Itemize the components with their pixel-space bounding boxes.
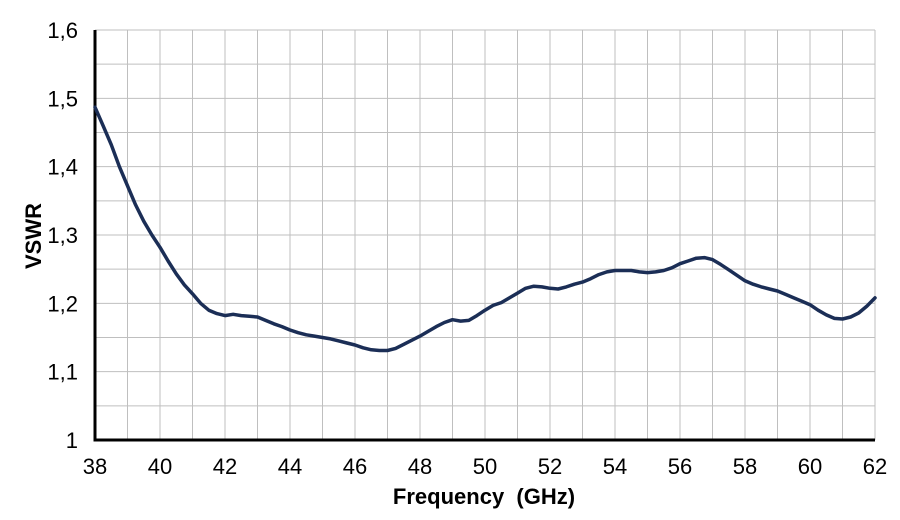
- y-axis-title: VSWR: [21, 203, 46, 269]
- x-tick-label: 38: [83, 454, 107, 479]
- y-tick-label: 1,5: [47, 86, 78, 111]
- x-axis-title: Frequency (GHz): [392, 484, 576, 509]
- x-tick-label: 48: [408, 454, 432, 479]
- y-tick-label: 1: [66, 428, 78, 453]
- vswr-series-line: [93, 105, 877, 353]
- x-tick-label: 44: [278, 454, 302, 479]
- x-tick-label: 60: [798, 454, 822, 479]
- x-tick-label: 40: [148, 454, 172, 479]
- x-tick-label: 54: [603, 454, 627, 479]
- y-tick-label: 1,4: [47, 155, 78, 180]
- x-tick-label: 58: [733, 454, 757, 479]
- y-tick-label: 1,3: [47, 223, 78, 248]
- y-tick-label: 1,2: [47, 291, 78, 316]
- x-tick-label: 56: [668, 454, 692, 479]
- x-tick-label: 52: [538, 454, 562, 479]
- x-tick-label: 50: [473, 454, 497, 479]
- x-tick-label: 62: [863, 454, 887, 479]
- x-tick-label: 42: [213, 454, 237, 479]
- y-tick-label: 1,6: [47, 18, 78, 43]
- y-tick-label: 1,1: [47, 360, 78, 385]
- x-tick-label: 46: [343, 454, 367, 479]
